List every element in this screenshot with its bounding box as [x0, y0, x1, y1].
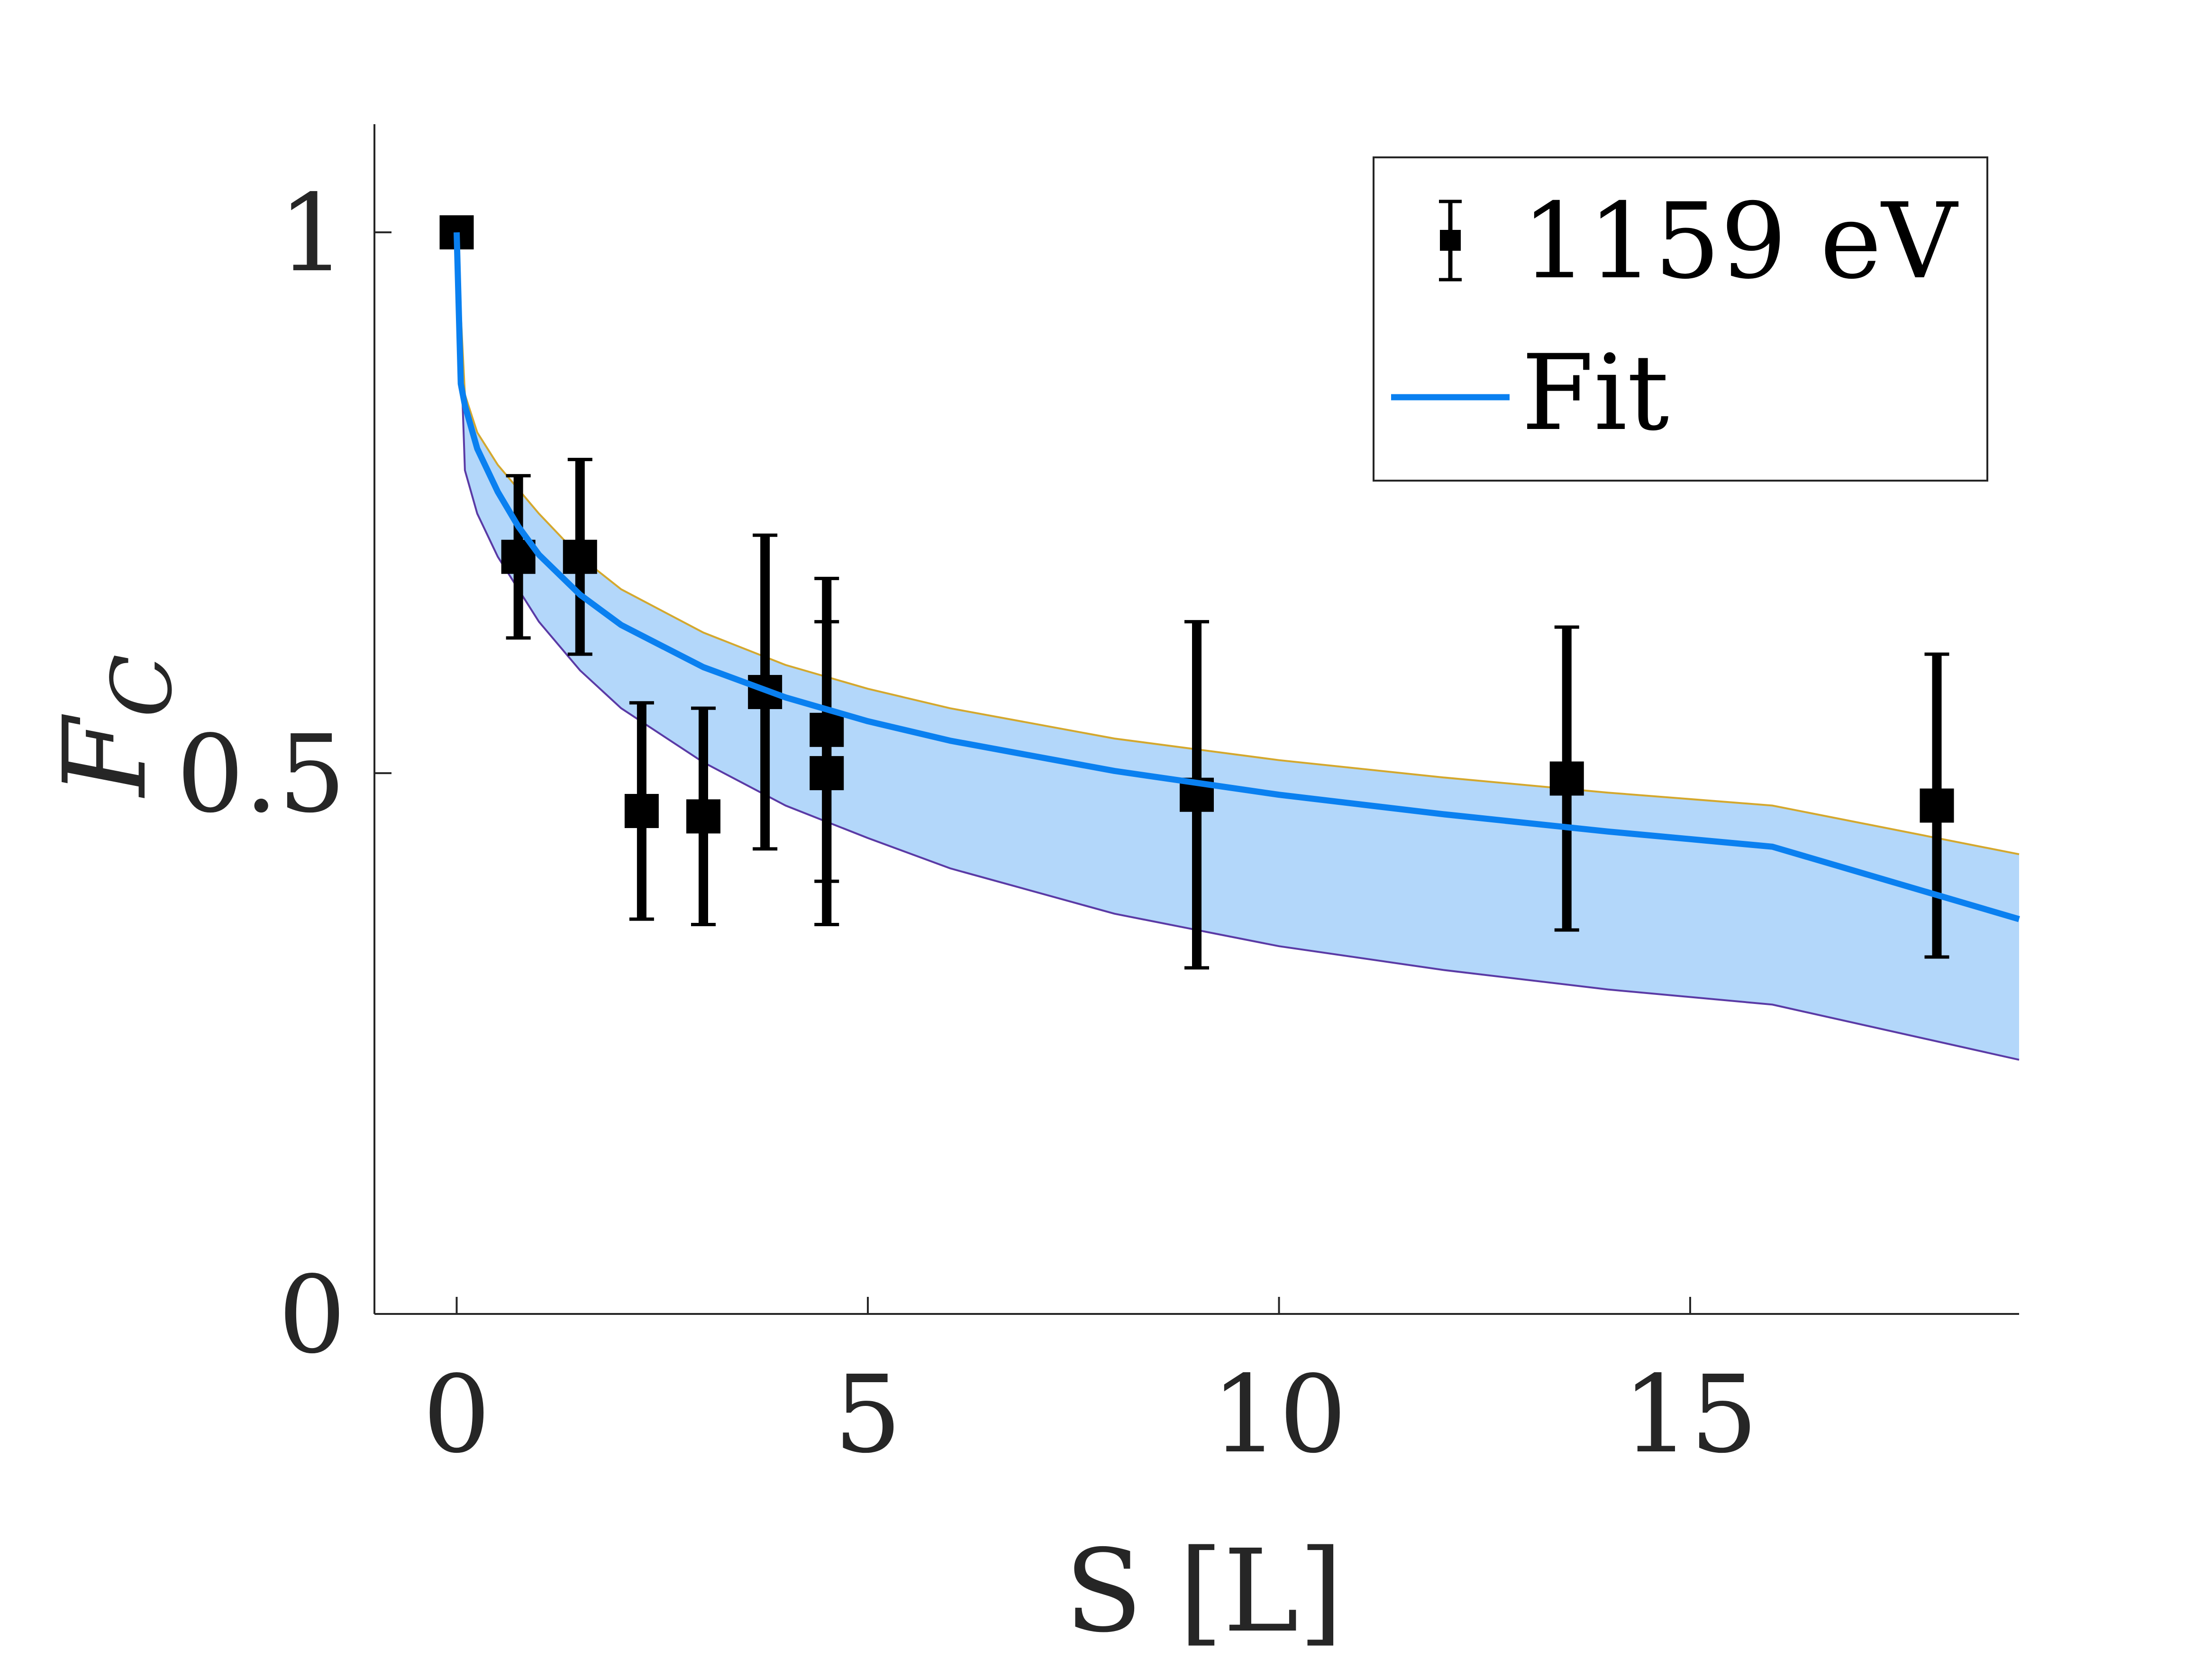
data-point [1549, 625, 1584, 932]
data-point [810, 620, 844, 927]
band-upper-edge [455, 232, 2020, 856]
x-tick-label: 15 [1622, 1353, 1758, 1477]
x-tick-label: 10 [1211, 1353, 1347, 1477]
confidence-band [455, 232, 2020, 1061]
legend-marker-errorbar [1439, 200, 1462, 282]
y-axis-title-subscript: C [94, 654, 191, 718]
legend-label-fit: Fit [1521, 332, 1669, 454]
y-tick-label: 0 [278, 1253, 346, 1377]
x-ticks: 0 5 10 15 [423, 1297, 1758, 1477]
data-point [563, 457, 597, 656]
band-lower-edge [455, 232, 2020, 1061]
x-axis-title: S [L] [1065, 1525, 1343, 1658]
y-axis-title: FC [39, 654, 191, 798]
data-point [686, 706, 720, 927]
x-tick-label: 5 [834, 1353, 901, 1477]
svg-text:FC: FC [39, 654, 191, 798]
y-tick-label: 0.5 [176, 712, 346, 837]
y-axis-title-main: F [39, 714, 172, 798]
fit-curve [454, 232, 2020, 922]
y-tick-label: 1 [278, 172, 346, 296]
confidence-band-fill [456, 232, 2019, 1060]
data-point [624, 701, 659, 921]
data-marker [563, 539, 597, 574]
axes [373, 124, 2019, 1315]
legend-label-data: 1159 eV [1521, 181, 1959, 302]
legend-box [1373, 156, 1988, 482]
data-marker [686, 799, 720, 834]
fit-curve-layer [454, 232, 2020, 922]
data-marker [1920, 788, 1954, 823]
data-marker [1549, 761, 1584, 796]
data-marker [810, 756, 844, 791]
data-point [1920, 652, 1954, 959]
data-marker [624, 793, 659, 828]
x-tick-label: 0 [423, 1353, 491, 1477]
legend: 1159 eV Fit [1373, 156, 1988, 482]
y-ticks: 00.51 [176, 172, 391, 1377]
